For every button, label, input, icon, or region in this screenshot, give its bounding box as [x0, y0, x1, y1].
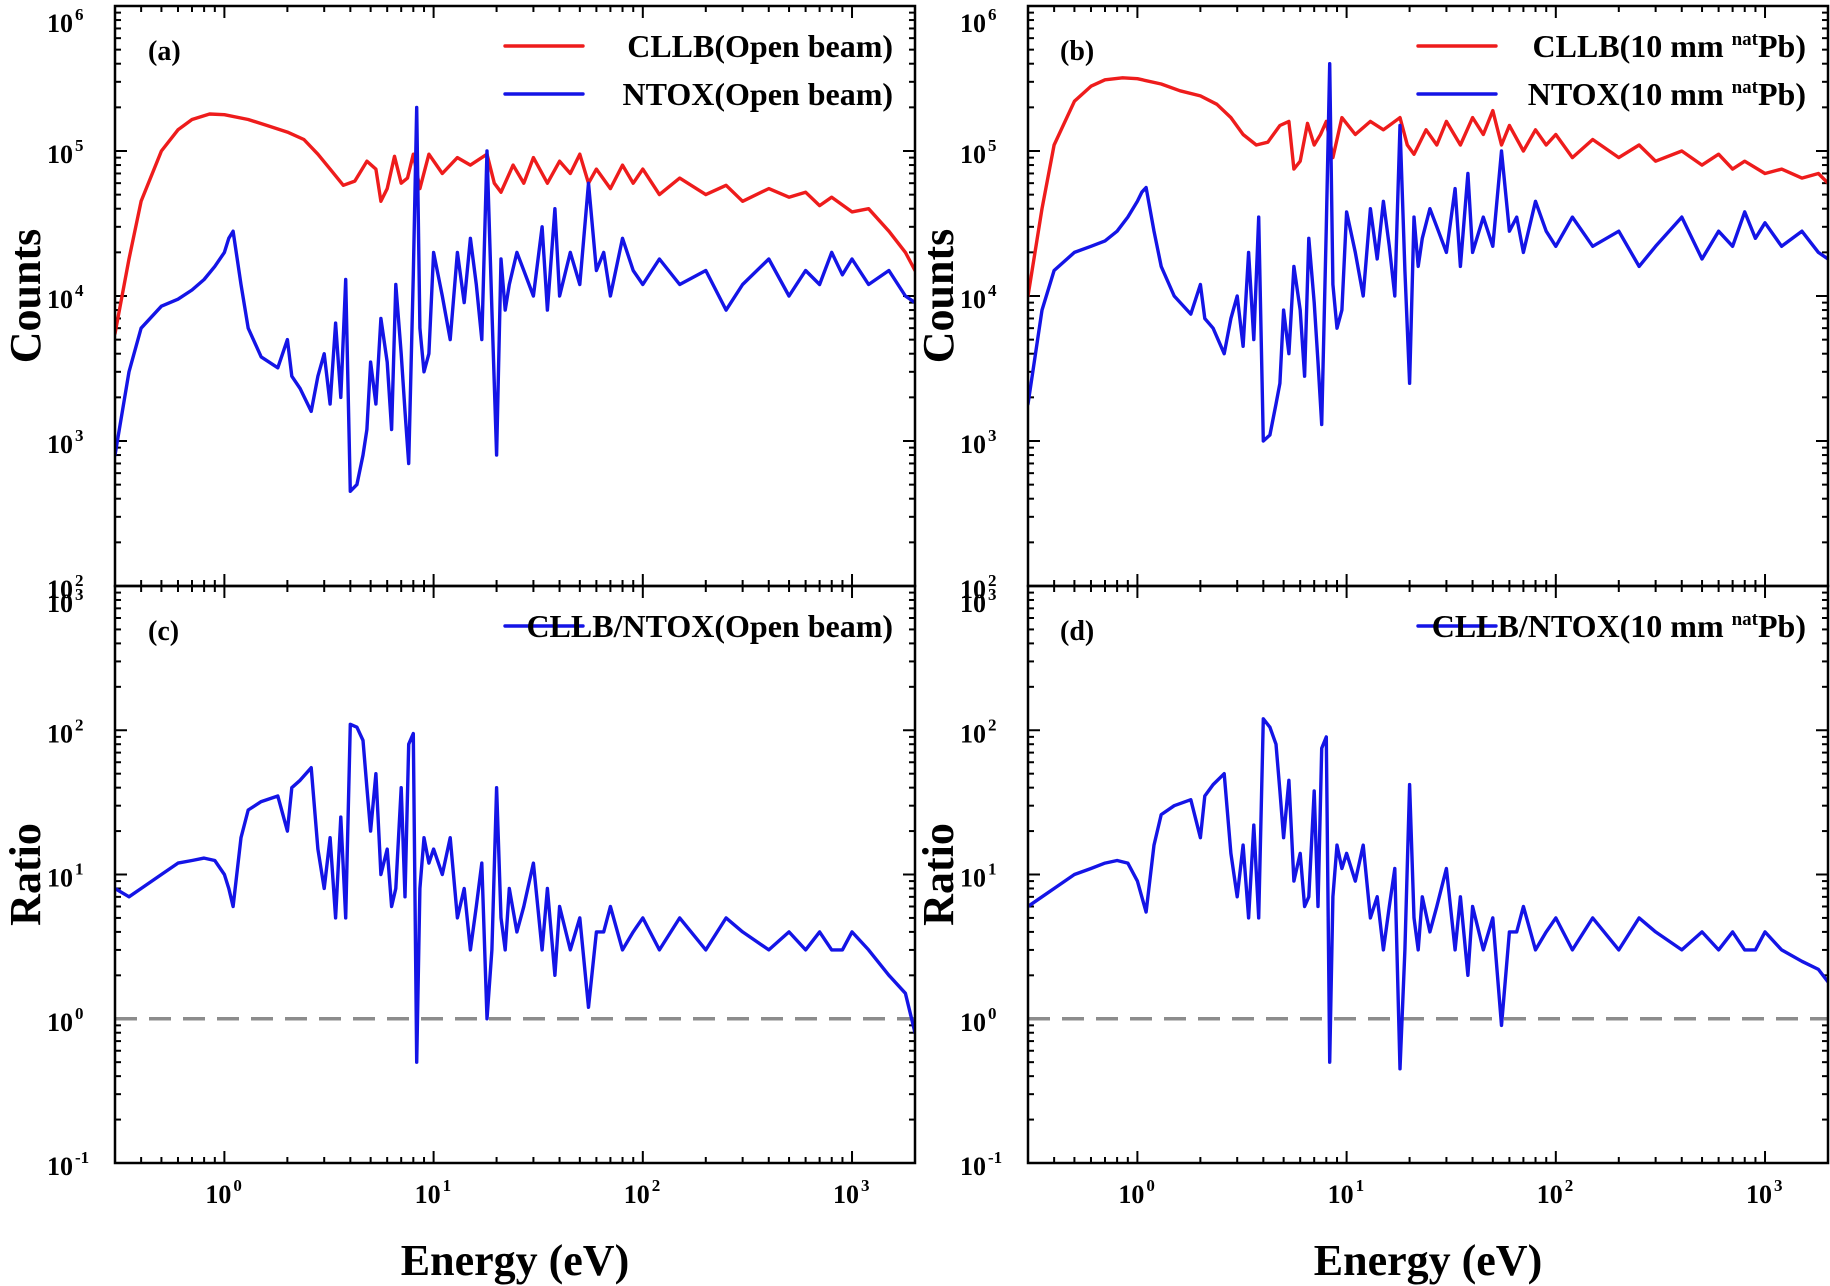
panel-tag-c: (c)	[148, 616, 179, 647]
panel-tag-d: (d)	[1060, 616, 1094, 647]
y-tick-label-exponent: 0	[988, 1004, 997, 1023]
y-tick-label-exponent: 2	[75, 715, 84, 734]
y-tick-label-exponent: 5	[75, 136, 84, 155]
legend-label: CLLB(Open beam)	[627, 28, 893, 64]
y-axis-title-d: Ratio	[914, 823, 963, 926]
legend-d: CLLB/NTOX(10 mm natPb)	[1416, 608, 1806, 644]
series-group-c	[115, 722, 915, 1064]
x-tick-label: 10	[624, 1180, 650, 1209]
panel-tag-a: (a)	[148, 36, 181, 67]
y-tick-label-exponent: 3	[988, 426, 997, 445]
x-tick-label: 10	[1118, 1180, 1144, 1209]
x-tick-label-exponent: 2	[1565, 1176, 1574, 1195]
y-tick-label-exponent: 3	[988, 585, 997, 604]
y-tick-label: 10	[47, 589, 73, 618]
y-tick-label-exponent: 1	[988, 860, 997, 879]
plot-frame-d	[1026, 584, 1830, 1165]
x-tick-label: 10	[833, 1180, 859, 1209]
y-tick-label: 10	[960, 9, 986, 38]
series-line-ntox	[1028, 62, 1828, 443]
x-tick-label: 10	[1537, 1180, 1563, 1209]
y-tick-label-exponent: 3	[75, 585, 84, 604]
panel-tag-b: (b)	[1060, 36, 1094, 67]
x-tick-label: 10	[415, 1180, 441, 1209]
series-line-cllb-ntox	[1028, 717, 1828, 1071]
y-tick-label: 10	[47, 575, 73, 604]
legend-a: CLLB(Open beam) NTOX(Open beam)	[503, 28, 893, 112]
y-tick-label-exponent: 6	[988, 5, 997, 24]
y-tick-label: 10	[960, 864, 986, 893]
y-tick-label-exponent: 2	[988, 571, 997, 590]
y-tick-label: 10	[47, 430, 73, 459]
legend-label: CLLB(10 mm natPb)	[1532, 28, 1806, 64]
y-tick-label-exponent: 5	[988, 136, 997, 155]
series-group-d	[1028, 717, 1828, 1071]
legend-label: NTOX(10 mm natPb)	[1528, 76, 1806, 112]
y-tick-label-exponent: 4	[75, 281, 84, 300]
y-tick-label-exponent: 3	[75, 426, 84, 445]
series-line-cllb-ntox	[115, 722, 915, 1064]
series-line-ntox	[115, 105, 915, 493]
y-tick-label: 10	[960, 719, 986, 748]
y-tick-label-exponent: -1	[75, 1148, 89, 1167]
y-axis-title-b: Counts	[914, 229, 963, 364]
y-tick-label: 10	[960, 430, 986, 459]
x-tick-label-exponent: 0	[233, 1176, 242, 1195]
x-tick-label-exponent: 3	[861, 1176, 870, 1195]
y-tick-label-exponent: 2	[988, 715, 997, 734]
y-tick-label: 10	[47, 1152, 73, 1181]
y-tick-label-exponent: 0	[75, 1004, 84, 1023]
legend-label: CLLB/NTOX(10 mm natPb)	[1432, 608, 1806, 644]
y-tick-label-exponent: 4	[988, 281, 997, 300]
legend-b: CLLB(10 mm natPb) NTOX(10 mm natPb)	[1416, 28, 1806, 112]
series-group-a	[115, 105, 915, 493]
x-tick-label: 10	[205, 1180, 231, 1209]
series-line-cllb	[115, 112, 915, 336]
series-group-b	[1028, 62, 1828, 443]
x-axis-title-left: Energy (eV)	[401, 1236, 630, 1285]
series-line-cllb	[1028, 76, 1828, 298]
y-tick-label: 10	[960, 1008, 986, 1037]
legend-label: NTOX(Open beam)	[622, 76, 893, 112]
plot-frame-c	[113, 584, 917, 1165]
y-tick-label: 10	[960, 285, 986, 314]
x-tick-label-exponent: 3	[1774, 1176, 1783, 1195]
y-tick-label: 10	[960, 1152, 986, 1181]
legend-label: CLLB/NTOX(Open beam)	[526, 608, 893, 644]
y-tick-label-exponent: 2	[75, 571, 84, 590]
y-tick-label: 10	[47, 285, 73, 314]
y-tick-label: 10	[960, 575, 986, 604]
x-tick-label-exponent: 2	[652, 1176, 661, 1195]
y-axis-title-a: Counts	[1, 229, 50, 364]
x-tick-label-exponent: 1	[1356, 1176, 1365, 1195]
x-axis-title-right: Energy (eV)	[1314, 1236, 1543, 1285]
y-tick-label: 10	[47, 1008, 73, 1037]
y-tick-label-exponent: 1	[75, 860, 84, 879]
y-tick-label: 10	[47, 719, 73, 748]
y-tick-label-exponent: 6	[75, 5, 84, 24]
y-axis-title-c: Ratio	[1, 823, 50, 926]
y-tick-label: 10	[960, 589, 986, 618]
y-tick-label: 10	[47, 9, 73, 38]
y-tick-label: 10	[47, 864, 73, 893]
legend-c: CLLB/NTOX(Open beam)	[503, 608, 893, 644]
x-tick-label-exponent: 1	[443, 1176, 452, 1195]
x-tick-label: 10	[1746, 1180, 1772, 1209]
x-tick-label: 10	[1328, 1180, 1354, 1209]
y-tick-label-exponent: -1	[988, 1148, 1002, 1167]
x-tick-label-exponent: 0	[1146, 1176, 1155, 1195]
y-tick-label: 10	[960, 140, 986, 169]
y-tick-label: 10	[47, 140, 73, 169]
